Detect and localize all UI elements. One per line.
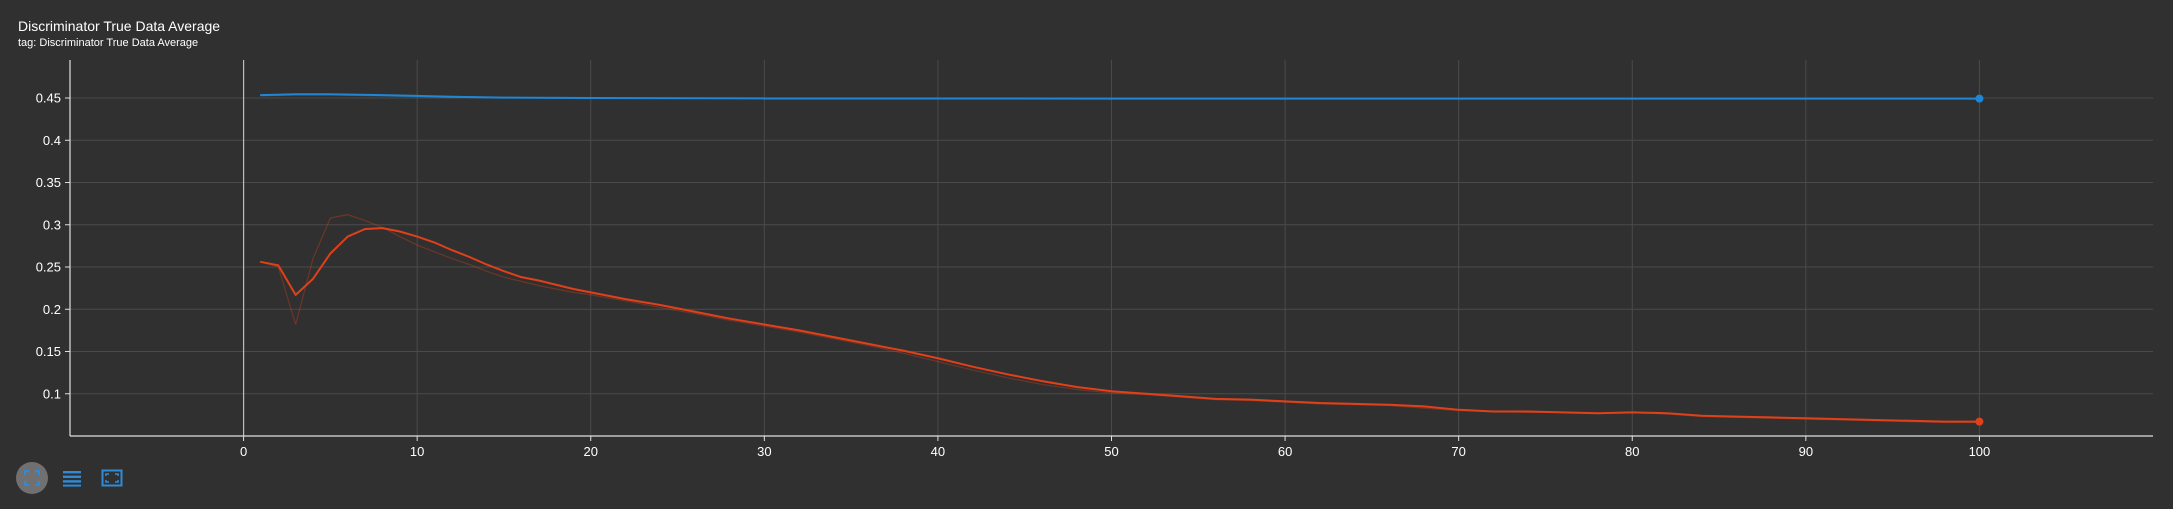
toggle-log-button[interactable] [56, 462, 88, 494]
y-tick-label: 0.35 [36, 175, 61, 190]
x-tick-label: 0 [240, 444, 247, 459]
x-tick-label: 60 [1278, 444, 1292, 459]
x-tick-label: 100 [1969, 444, 1991, 459]
series-smoothed-line[interactable] [259, 227, 1981, 423]
expand-button[interactable] [96, 462, 128, 494]
y-tick-label: 0.1 [43, 386, 61, 401]
y-tick-label: 0.25 [36, 260, 61, 275]
series-smoothed-line[interactable] [259, 93, 1981, 100]
series-red [259, 214, 1984, 426]
series-end-point[interactable] [1975, 94, 1984, 103]
y-tick-label: 0.4 [43, 133, 61, 148]
chart-toolbar [16, 462, 128, 494]
y-tick-label: 0.45 [36, 91, 61, 106]
x-tick-label: 20 [584, 444, 598, 459]
series-end-point[interactable] [1975, 417, 1984, 426]
fit-domain-button[interactable] [16, 462, 48, 494]
series-layer [259, 93, 1984, 426]
x-tick-label: 80 [1625, 444, 1639, 459]
y-tick-label: 0.15 [36, 344, 61, 359]
y-tick-label: 0.2 [43, 302, 61, 317]
y-tick-label: 0.3 [43, 217, 61, 232]
x-tick-label: 40 [931, 444, 945, 459]
x-tick-label: 30 [757, 444, 771, 459]
grid [70, 60, 2153, 436]
fit-domain-icon [24, 470, 40, 486]
axes: 0 10 20 30 40 50 60 70 80 90 100 0.1 0.15 0.2 0.25 0.3 0… [36, 60, 2153, 459]
expand-icon [101, 469, 123, 487]
x-tick-label: 50 [1104, 444, 1118, 459]
x-tick-label: 70 [1451, 444, 1465, 459]
series-blue [259, 93, 1984, 103]
x-tick-label: 90 [1799, 444, 1813, 459]
x-tick-label: 10 [410, 444, 424, 459]
chart-tag: tag: Discriminator True Data Average [18, 37, 199, 49]
chart-title: Discriminator True Data Average [18, 18, 221, 34]
list-icon [63, 471, 81, 487]
